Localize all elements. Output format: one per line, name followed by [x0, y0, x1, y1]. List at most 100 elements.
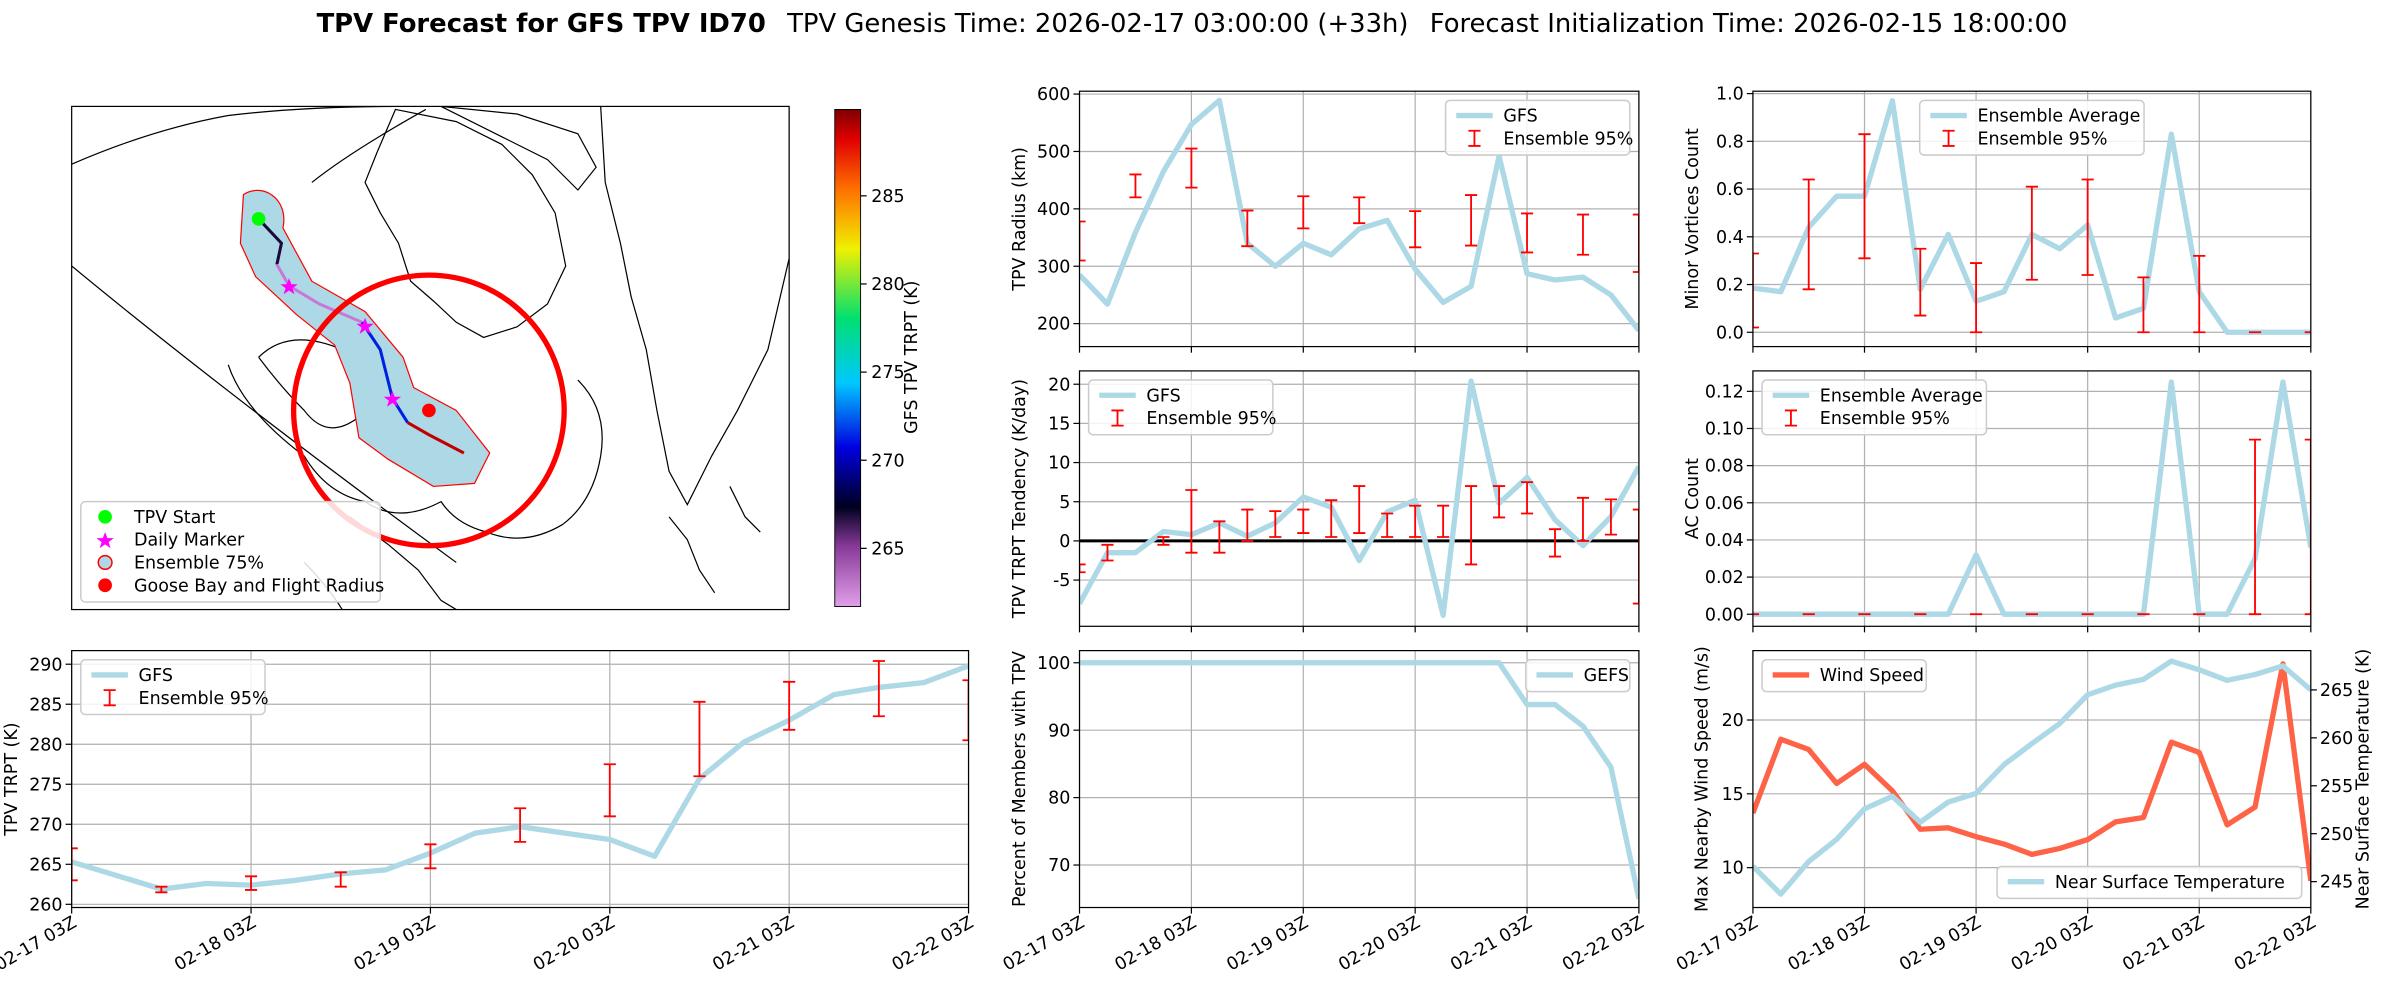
legend-symbol [1111, 409, 1124, 427]
legend-label: GEFS [1584, 666, 1629, 686]
y-tick-label: 0.04 [1705, 531, 1744, 551]
error-bar [2193, 254, 2206, 334]
plot-area [71, 660, 969, 894]
plot-area [1752, 98, 2311, 335]
colorbar-tick-label: 285 [871, 187, 904, 207]
error-bar [1353, 485, 1366, 534]
legend-label: GFS [1146, 386, 1180, 406]
legend-label: Ensemble Average [1977, 107, 2140, 127]
legend-marker [98, 510, 112, 524]
x-tick-label: 02-21 03Z [709, 913, 797, 976]
y-tick-label: 80 [1048, 789, 1070, 809]
error-bar [1858, 133, 1871, 260]
y2-tick-label: 245 [2320, 873, 2353, 893]
error-bar [1185, 489, 1198, 554]
error-bar [1409, 210, 1422, 249]
map-overlays [239, 189, 567, 549]
error-bar [1632, 213, 1639, 273]
map-frame [71, 105, 790, 611]
error-bar [1079, 220, 1086, 262]
y-tick-label: 265 [29, 855, 62, 875]
x-tick-label: 02-20 03Z [2008, 913, 2096, 976]
plot-area [1079, 378, 1639, 618]
error-bar [1520, 481, 1534, 515]
goose-bay [422, 403, 436, 418]
legend-symbol [103, 689, 116, 707]
figure-title: TPV Forecast for GFS TPV ID70 TPV Genesis… [317, 9, 2068, 39]
plot-area [1752, 379, 2311, 617]
colorbar-tick-label: 265 [871, 539, 904, 559]
map-legend [80, 500, 382, 603]
legend-label: Ensemble 75% [134, 554, 264, 574]
y-tick-label: 280 [29, 735, 62, 755]
y-axis-label: AC Count [1683, 458, 1703, 539]
colorbar-tick-label: 280 [871, 275, 904, 295]
y2-tick-label: 265 [2320, 681, 2353, 701]
flight-radius [290, 272, 567, 549]
series-line [1752, 658, 2311, 897]
x-tick-label: 02-21 03Z [1447, 913, 1535, 976]
y-axis-label: TPV Radius (km) [1010, 147, 1030, 292]
track [275, 263, 363, 324]
error-bar [2137, 276, 2150, 334]
legend-label: GFS [139, 666, 173, 686]
legend-marker [97, 554, 113, 571]
y2-tick-label: 250 [2320, 825, 2353, 845]
y-tick-label: 0 [1059, 532, 1070, 552]
x-tick-label: 02-18 03Z [171, 913, 259, 976]
y-tick-label: 270 [29, 815, 62, 835]
y-axis-label: Max Nearby Wind Speed (m/s) [1692, 646, 1712, 912]
error-bar [514, 807, 527, 843]
daily-marker [383, 390, 402, 407]
y-tick-label: 0.4 [1716, 228, 1744, 248]
legend-symbol [1468, 129, 1481, 147]
error-bar [1576, 496, 1590, 542]
error-bar [1437, 504, 1450, 538]
panel: -5 0 5 10 15 20 TPV TRPT Tendency (K/day) GFS En… [1010, 370, 1640, 633]
x-tick-label: 02-22 03Z [2231, 913, 2319, 976]
track [257, 217, 284, 265]
error-bar [155, 885, 168, 894]
x-tick-label: 02-22 03Z [889, 913, 977, 976]
y-tick-label: 275 [29, 775, 62, 795]
legend-symbol [1784, 409, 1798, 427]
series-line [1752, 661, 2311, 882]
y-tick-label: 10 [1048, 454, 1070, 474]
error-bar [1604, 498, 1618, 536]
legend-label: TPV Start [133, 508, 216, 528]
error-bar [1381, 512, 1394, 538]
y-tick-label: 20 [1722, 711, 1744, 731]
y-tick-label: 0.06 [1705, 494, 1744, 514]
y-axis-label: Minor Vortices Count [1683, 128, 1703, 310]
panel: 200 300 400 500 600 TPV Radius (km) GFSEnsembl… [1010, 85, 1640, 353]
error-bar [783, 680, 796, 731]
legend-marker [98, 578, 112, 593]
panel: 0.00 0.02 0.04 0.06 0.08 0.10 0.12 AC Count Ense… [1683, 370, 2312, 633]
error-bar [1548, 528, 1562, 558]
plot-frame [1752, 370, 2312, 627]
legend-label: Ensemble 95% [1503, 129, 1633, 149]
legend-label: Near Surface Temperature [2055, 873, 2285, 893]
y-tick-label: 200 [1037, 315, 1070, 335]
error-bar [1079, 563, 1086, 574]
series-line [1079, 660, 1639, 900]
error-bar [334, 871, 347, 888]
y-tick-label: 100 [1037, 654, 1070, 674]
error-bar [603, 763, 616, 818]
legend-label: Ensemble Average [1820, 386, 1983, 406]
error-bar [2081, 178, 2094, 276]
legend-label: Wind Speed [1820, 666, 1924, 686]
y-tick-label: 0.10 [1705, 420, 1744, 440]
colorbar-label: GFS TPV TRPT (K) [902, 281, 922, 434]
error-bar [1185, 147, 1198, 189]
colorbar [834, 108, 862, 607]
plot-frame [1078, 90, 1640, 348]
error-bar [1576, 213, 1590, 256]
x-tick-label: 02-19 03Z [1896, 913, 1984, 976]
y-tick-label: 0.8 [1716, 132, 1744, 152]
y2-tick-label: 255 [2320, 777, 2353, 797]
y-tick-label: 0.02 [1705, 568, 1744, 588]
error-bar [424, 843, 437, 870]
y-axis-label: Percent of Members with TPV [1010, 651, 1030, 907]
y-tick-label: 0.00 [1705, 605, 1744, 625]
